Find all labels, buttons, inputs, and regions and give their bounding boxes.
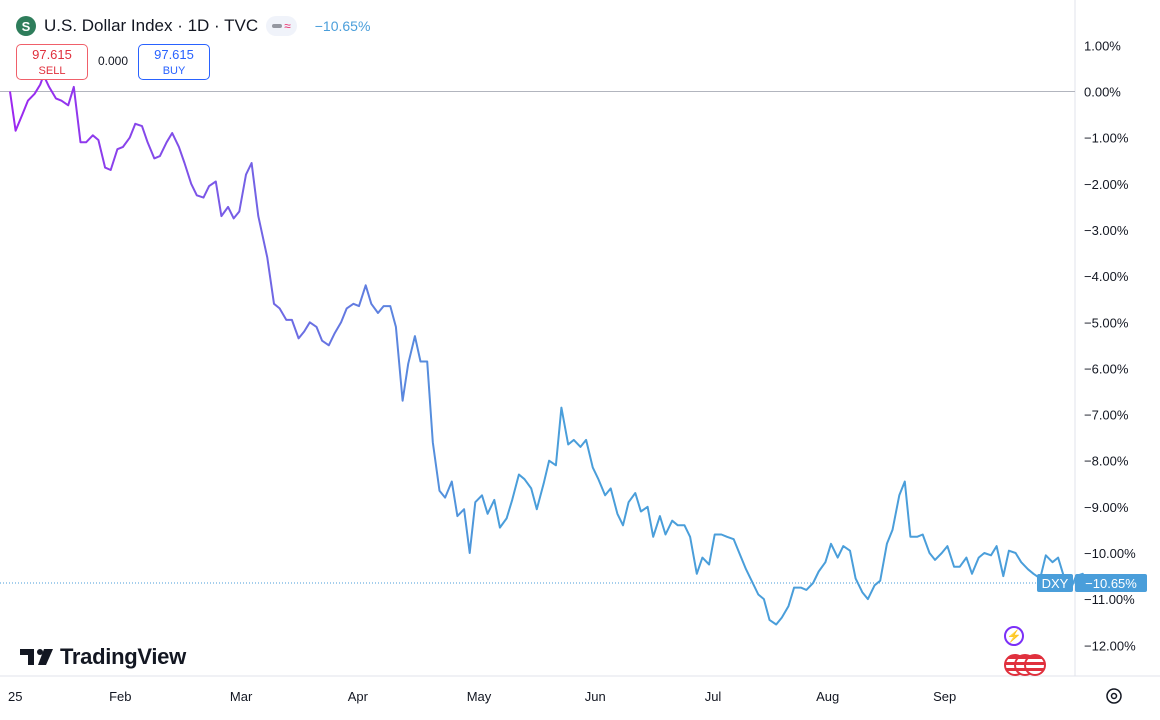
y-tick-label: −12.00% xyxy=(1084,638,1136,653)
buy-price: 97.615 xyxy=(154,47,194,62)
sell-price: 97.615 xyxy=(32,47,72,62)
dash-icon xyxy=(272,24,283,28)
last-price-label: −10.65% xyxy=(1085,576,1137,591)
y-tick-label: 1.00% xyxy=(1084,38,1121,53)
y-tick-label: −10.00% xyxy=(1084,546,1136,561)
buy-label: BUY xyxy=(162,65,186,77)
gear-icon[interactable] xyxy=(1104,686,1124,706)
x-tick-label: May xyxy=(467,689,492,704)
y-tick-label: −2.00% xyxy=(1084,177,1129,192)
economic-events[interactable] xyxy=(1004,654,1048,676)
symbol-title[interactable]: U.S. Dollar Index · 1D · TVC xyxy=(44,16,259,35)
sell-button[interactable]: 97.615 SELL xyxy=(16,44,88,80)
y-tick-label: −5.00% xyxy=(1084,315,1129,330)
y-tick-label: −3.00% xyxy=(1084,223,1129,238)
last-price-tag xyxy=(1075,573,1147,592)
y-tick-label: −8.00% xyxy=(1084,454,1129,469)
x-tick-label: Sep xyxy=(933,689,956,704)
y-tick-label: −11.00% xyxy=(1084,592,1135,607)
market-status-pill[interactable]: ≈ xyxy=(266,16,297,36)
y-tick-label: −1.00% xyxy=(1084,131,1129,146)
series-tag xyxy=(1037,573,1073,592)
price-change: −10.65% xyxy=(314,18,371,34)
spread-value: 0.000 xyxy=(98,54,129,68)
series-line-dxy xyxy=(9,74,1096,626)
buy-button[interactable]: 97.615 BUY xyxy=(138,44,210,80)
y-tick-label: −6.00% xyxy=(1084,361,1129,376)
y-tick-label: 0.00% xyxy=(1084,85,1121,100)
series-tag-label: DXY xyxy=(1042,576,1069,591)
tradingview-logo[interactable]: TradingView xyxy=(20,644,186,670)
lightning-icon[interactable]: ⚡ xyxy=(1004,626,1024,646)
x-tick-label: Jun xyxy=(585,689,606,704)
y-tick-label: −4.00% xyxy=(1084,269,1129,284)
x-tick-label: Feb xyxy=(109,689,131,704)
brand-name: TradingView xyxy=(60,644,186,669)
x-tick-label: Mar xyxy=(230,689,253,704)
x-tick-label: Aug xyxy=(816,689,839,704)
y-tick-label: −7.00% xyxy=(1084,408,1129,423)
sell-label: SELL xyxy=(38,65,66,77)
chart-header: S U.S. Dollar Index · 1D · TVC ≈ −10.65% xyxy=(16,12,370,40)
symbol-dollar-icon: S xyxy=(16,16,36,36)
y-tick-label: −9.00% xyxy=(1084,500,1129,515)
tradingview-mark-icon xyxy=(20,649,53,665)
x-tick-label: Jul xyxy=(705,689,722,704)
x-tick-label: Apr xyxy=(348,689,369,704)
us-flag-icon xyxy=(1024,654,1046,676)
wave-icon: ≈ xyxy=(284,19,291,33)
x-tick-label: 25 xyxy=(8,689,22,704)
